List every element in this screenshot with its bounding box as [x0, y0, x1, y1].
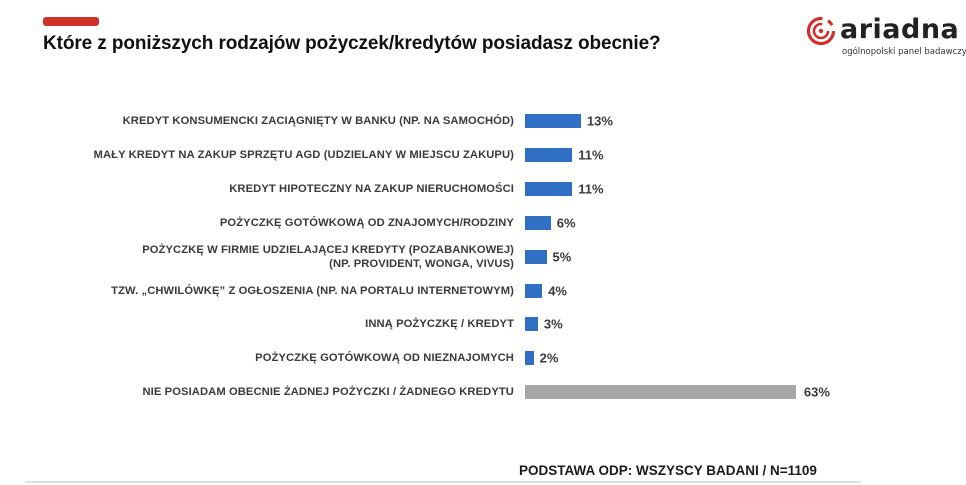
- category-label-line: POŻYCZKĘ GOTÓWKOWĄ OD ZNAJOMYCH/RODZINY: [219, 216, 514, 229]
- logo-wordmark: ariadna: [840, 14, 960, 45]
- category-label-line: KREDYT HIPOTECZNY NA ZAKUP NIERUCHOMOŚCI: [229, 182, 514, 195]
- value-label: 13%: [586, 113, 613, 129]
- bar-value: [525, 114, 581, 128]
- category-label: POŻYCZKĘ GOTÓWKOWĄ OD ZNAJOMYCH/RODZINY: [220, 216, 514, 230]
- bottom-divider: [25, 481, 861, 483]
- chart-row: MAŁY KREDYT NA ZAKUP SPRZĘTU AGD (UDZIEL…: [0, 138, 966, 172]
- chart-row: POŻYCZKĘ W FIRMIE UDZIELAJĄCEJ KREDYTY (…: [0, 240, 966, 274]
- category-label: INNĄ POŻYCZKĘ / KREDYT: [365, 317, 514, 331]
- bar-value: [525, 181, 573, 196]
- category-label-line: NIE POSIADAM OBECNIE ŻADNEJ POŻYCZKI / Ż…: [142, 386, 514, 399]
- category-label-line: INNĄ POŻYCZKĘ / KREDYT: [365, 318, 514, 331]
- logo-tagline: ogólnopolski panel badawczy: [842, 47, 966, 57]
- chart-row: NIE POSIADAM OBECNIE ŻADNEJ POŻYCZKI / Ż…: [0, 375, 966, 409]
- category-label-line: MAŁY KREDYT NA ZAKUP SPRZĘTU AGD (UDZIEL…: [93, 148, 514, 161]
- category-label-line: POŻYCZKĘ W FIRMIE UDZIELAJĄCEJ KREDYTY (…: [142, 243, 514, 256]
- category-label: TZW. „CHWILÓWKĘ” Z OGŁOSZENIA (NP. NA PO…: [111, 284, 514, 298]
- category-label: NIE POSIADAM OBECNIE ŻADNEJ POŻYCZKI / Ż…: [142, 385, 514, 399]
- value-label: 4%: [548, 283, 567, 298]
- bar-value: [525, 249, 547, 264]
- chart-title: Które z poniższych rodzajów pożyczek/kre…: [43, 33, 661, 54]
- ariadna-logo: ariadna ogólnopolski panel badawczy: [806, 14, 966, 58]
- ariadna-spiral-icon: [806, 16, 836, 46]
- chart-row: TZW. „CHWILÓWKĘ” Z OGŁOSZENIA (NP. NA PO…: [0, 274, 966, 308]
- chart-row: KREDYT HIPOTECZNY NA ZAKUP NIERUCHOMOŚCI…: [0, 172, 966, 206]
- bar-none: [525, 385, 796, 400]
- category-label: POŻYCZKĘ W FIRMIE UDZIELAJĄCEJ KREDYTY (…: [142, 243, 514, 271]
- bar-value: [525, 317, 538, 332]
- bar-value: [525, 215, 551, 230]
- bar-value: [525, 283, 543, 298]
- chart-row: INNĄ POŻYCZKĘ / KREDYT 3%: [0, 307, 966, 341]
- category-label: KREDYT KONSUMENCKI ZACIĄGNIĘTY W BANKU (…: [123, 114, 514, 128]
- category-label: KREDYT HIPOTECZNY NA ZAKUP NIERUCHOMOŚCI: [229, 182, 514, 196]
- value-label: 11%: [578, 181, 604, 197]
- value-label: 6%: [556, 215, 576, 231]
- category-label-line: TZW. „CHWILÓWKĘ” Z OGŁOSZENIA (NP. NA PO…: [111, 284, 514, 297]
- category-label-line: POŻYCZKĘ GOTÓWKOWĄ OD NIEZNAJOMYCH: [255, 352, 514, 365]
- value-label: 63%: [803, 384, 830, 400]
- value-label: 11%: [578, 147, 604, 163]
- chart-row: POŻYCZKĘ GOTÓWKOWĄ OD ZNAJOMYCH/RODZINY 6…: [0, 206, 966, 240]
- bar-value: [525, 147, 573, 162]
- bar-value: [525, 351, 534, 366]
- value-label: 5%: [552, 249, 572, 265]
- chart-row: KREDYT KONSUMENCKI ZACIĄGNIĘTY W BANKU (…: [0, 104, 966, 138]
- category-label: MAŁY KREDYT NA ZAKUP SPRZĘTU AGD (UDZIEL…: [94, 148, 514, 162]
- value-label: 3%: [543, 316, 563, 332]
- category-label-line: KREDYT KONSUMENCKI ZACIĄGNIĘTY W BANKU (…: [122, 115, 514, 127]
- base-note: PODSTAWA ODP: WSZYSCY BADANI / N=1109: [519, 463, 817, 478]
- category-label: POŻYCZKĘ GOTÓWKOWĄ OD NIEZNAJOMYCH: [255, 351, 514, 365]
- title-accent-bar: [43, 17, 99, 26]
- value-label: 2%: [539, 350, 559, 366]
- chart-row: POŻYCZKĘ GOTÓWKOWĄ OD NIEZNAJOMYCH 2%: [0, 341, 966, 375]
- category-label-line: (NP. PROVIDENT, WONGA, VIVUS): [329, 257, 514, 270]
